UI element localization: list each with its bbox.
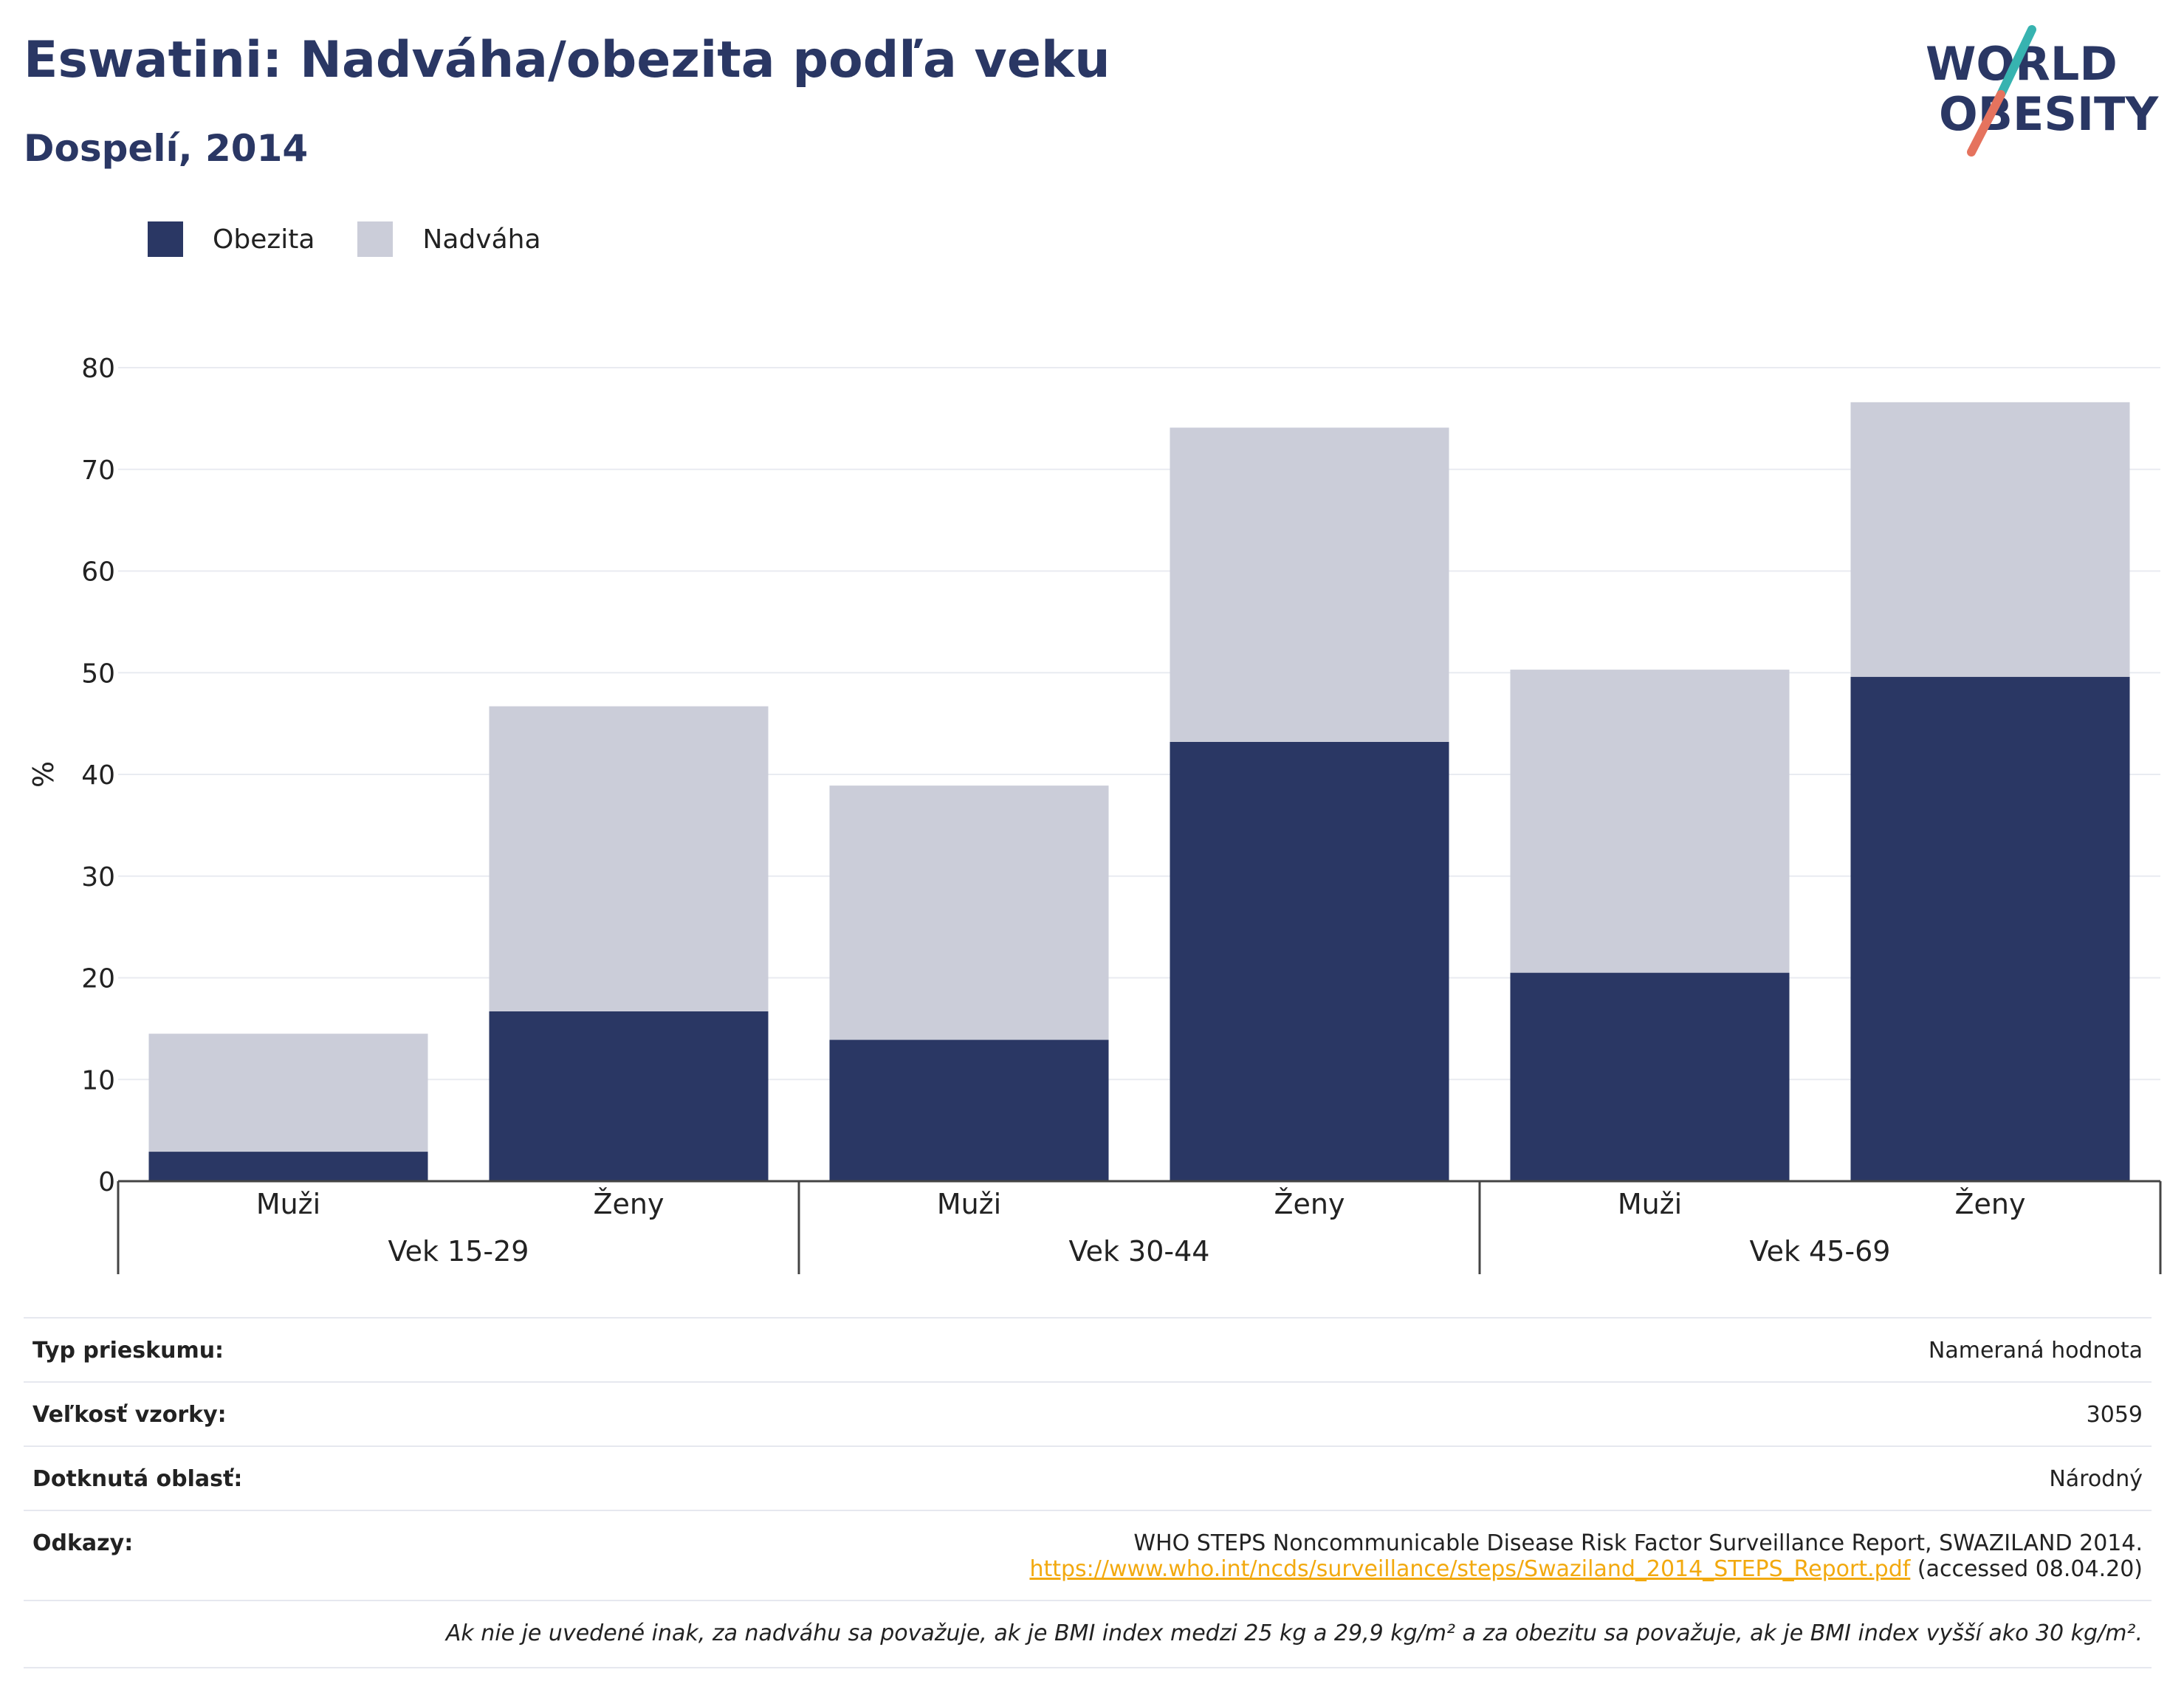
bar-nadvaha[interactable]: [1170, 427, 1449, 742]
chart-title: Eswatini: Nadváha/obezita podľa veku: [24, 31, 1110, 89]
info-row-survey-type: Typ prieskumu: Nameraná hodnota: [24, 1317, 2152, 1381]
x-category-label: Muži: [256, 1188, 320, 1220]
y-tick-label: 70: [81, 455, 115, 486]
x-category-label: Muži: [937, 1188, 1001, 1220]
legend: Obezita Nadváha: [148, 220, 584, 258]
reference-link[interactable]: https://www.who.int/ncds/surveillance/st…: [1029, 1556, 1911, 1582]
y-tick-label: 10: [81, 1065, 115, 1096]
y-tick-label: 20: [81, 964, 115, 994]
legend-label-nadvaha: Nadváha: [422, 224, 541, 255]
info-label-references: Odkazy:: [32, 1530, 134, 1556]
bar-nadvaha[interactable]: [829, 785, 1109, 1040]
bar-obezita[interactable]: [829, 1039, 1109, 1181]
reference-text: WHO STEPS Noncommunicable Disease Risk F…: [1133, 1530, 2143, 1556]
legend-item-obezita[interactable]: Obezita: [148, 221, 315, 257]
reference-accessed: (accessed 08.04.20): [1910, 1556, 2143, 1582]
x-group-label: Vek 30-44: [1069, 1235, 1210, 1268]
info-value-sample-size: 3059: [2086, 1402, 2143, 1428]
bar-nadvaha[interactable]: [1850, 402, 2130, 677]
info-value-area: Národný: [2049, 1466, 2143, 1492]
bar-obezita[interactable]: [148, 1152, 428, 1181]
y-tick-label: 40: [81, 760, 115, 791]
logo-slash-bottom: [1967, 90, 2005, 157]
bars: [148, 402, 2130, 1181]
bar-obezita[interactable]: [1170, 741, 1449, 1181]
x-category-label: Ženy: [594, 1188, 665, 1220]
bar-obezita[interactable]: [489, 1011, 769, 1181]
legend-label-obezita: Obezita: [213, 224, 315, 255]
logo-slash-top: [1996, 25, 2036, 99]
x-group-label: Vek 15-29: [388, 1235, 529, 1268]
bar-obezita[interactable]: [1850, 676, 2130, 1181]
grid-lines: [118, 367, 2160, 1081]
world-obesity-logo: WORLD OBESITY: [1926, 25, 2159, 157]
legend-swatch-nadvaha: [357, 221, 394, 257]
info-value-references: WHO STEPS Noncommunicable Disease Risk F…: [1029, 1530, 2143, 1582]
x-category-label: Muži: [1618, 1188, 1682, 1220]
chart-subtitle: Dospelí, 2014: [24, 127, 309, 170]
y-tick-label: 50: [81, 659, 115, 689]
bar-nadvaha[interactable]: [148, 1034, 428, 1152]
x-category-label: Ženy: [1955, 1188, 2026, 1220]
x-axis: Muži Ženy Vek 15-29 Muži Ženy Vek 30-44 Muži Že…: [117, 1180, 2162, 1274]
info-label-sample-size: Veľkosť vzorky:: [32, 1402, 227, 1428]
info-row-sample-size: Veľkosť vzorky: 3059: [24, 1381, 2152, 1445]
y-tick-label: 0: [98, 1167, 115, 1197]
bar-nadvaha[interactable]: [1510, 670, 1790, 973]
logo-line-2: OBESITY: [1939, 87, 2159, 141]
bmi-definition-note: Ak nie je uvedené inak, za nadváhu sa po…: [24, 1600, 2152, 1668]
info-row-references: Odkazy: WHO STEPS Noncommunicable Diseas…: [24, 1510, 2152, 1600]
bar-obezita[interactable]: [1510, 972, 1790, 1181]
bar-nadvaha[interactable]: [489, 706, 769, 1011]
x-category-label: Ženy: [1274, 1188, 1345, 1220]
y-tick-label: 80: [81, 354, 115, 384]
y-tick-label: 60: [81, 557, 115, 588]
legend-item-nadvaha[interactable]: Nadváha: [357, 221, 541, 257]
info-row-area: Dotknutá oblasť: Národný: [24, 1445, 2152, 1510]
legend-swatch-obezita: [148, 221, 183, 257]
x-group-label: Vek 45-69: [1750, 1235, 1891, 1268]
survey-info-table: Typ prieskumu: Nameraná hodnota Veľkosť …: [24, 1317, 2152, 1668]
info-value-survey-type: Nameraná hodnota: [1928, 1338, 2143, 1364]
y-axis-label: %: [27, 761, 60, 788]
info-label-area: Dotknutá oblasť:: [32, 1466, 243, 1492]
y-axis-ticks: 0 10 20 30 40 50 60 70 80: [81, 354, 115, 1197]
info-label-survey-type: Typ prieskumu:: [32, 1338, 224, 1364]
y-tick-label: 30: [81, 862, 115, 893]
